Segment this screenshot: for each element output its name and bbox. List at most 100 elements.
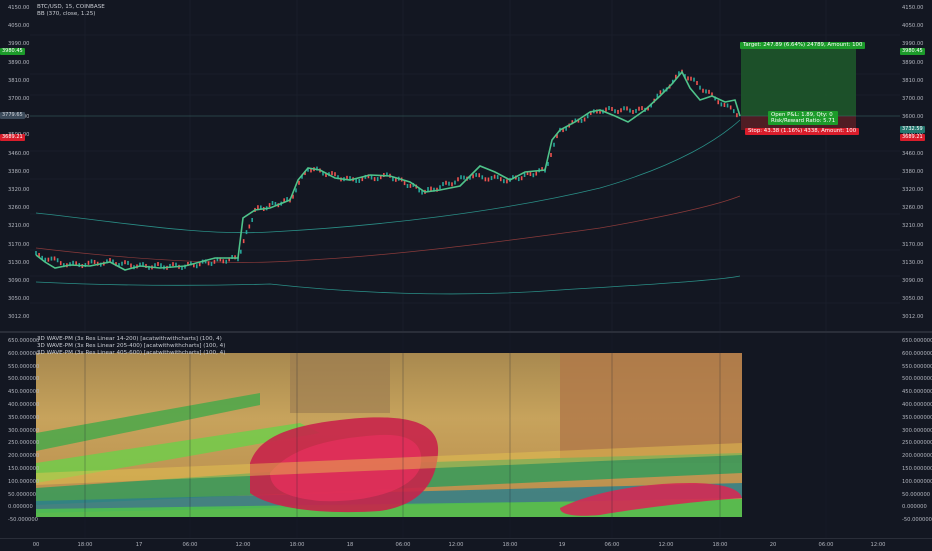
open-pnl-label[interactable]: Open P&L: 1.89, Qty: 0 Risk/Reward Ratio… xyxy=(768,111,839,125)
osc-axis-left-tick-label: 250.000000 xyxy=(8,440,40,447)
candle xyxy=(520,176,523,181)
time-tick-label: 12:00 xyxy=(448,542,464,548)
osc-axis-left-tick-label: 200.000000 xyxy=(8,453,40,460)
time-axis[interactable]: 00 18:00 17 06:00 12:00 18:00 18 06:00 12:00 18:0… xyxy=(0,538,932,551)
osc-axis-right-tick-label: 0.000000 xyxy=(902,504,927,511)
target-label[interactable]: Target: 247.89 (6.64%) 24789, Amount: 10… xyxy=(740,42,866,49)
osc-axis-left-tick-label: 50.000000 xyxy=(8,491,37,498)
osc-legend-2[interactable]: 3D WAVE-PM (3x Res Linear 205-400) [acat… xyxy=(37,343,226,349)
candle xyxy=(469,175,471,180)
pane-divider[interactable] xyxy=(0,331,932,334)
candle xyxy=(75,261,77,266)
price-chart-pane[interactable]: BTC/USD, 15, COINBASE BB (370, close, 1.… xyxy=(0,0,932,332)
candle xyxy=(93,259,96,264)
candle xyxy=(56,258,59,263)
candle xyxy=(553,142,555,147)
candle xyxy=(699,85,701,90)
candle xyxy=(240,249,242,254)
candle xyxy=(260,205,262,210)
candle xyxy=(586,114,589,119)
candle xyxy=(207,261,210,266)
candle xyxy=(617,109,619,114)
candle xyxy=(370,175,373,180)
osc-axis-right-tick-label: 250.000000 xyxy=(902,440,932,447)
wave-oscillator-pane[interactable]: 3D WAVE-PM (3x Res Linear 14-200) [acatw… xyxy=(0,333,932,538)
candle xyxy=(541,167,543,172)
price-axis-right-tick-label: 3170.00 xyxy=(902,241,924,248)
price-axis-left-tick-label: 3810.00 xyxy=(8,77,30,84)
time-tick-label: 18:00 xyxy=(712,542,728,548)
candle xyxy=(580,118,583,123)
target-price-tag-right: 3980.45 xyxy=(900,48,925,55)
candle xyxy=(219,257,222,262)
osc-axis-right-tick-label: -50.000000 xyxy=(902,517,932,524)
stop-label[interactable]: Stop: 43.38 (1.16%) 4338, Amount: 100 xyxy=(745,128,860,135)
candle xyxy=(213,259,216,264)
candle xyxy=(38,252,40,257)
osc-axis-right-tick-label: 100.000000 xyxy=(902,478,932,485)
candle xyxy=(671,79,674,84)
candle xyxy=(403,181,406,186)
candle xyxy=(148,265,150,270)
candle xyxy=(90,259,93,264)
candle xyxy=(608,106,610,111)
price-axis-right-tick-label: 4050.00 xyxy=(902,23,924,30)
candle xyxy=(195,264,198,269)
candle xyxy=(529,172,532,177)
candle xyxy=(139,262,141,267)
candle xyxy=(463,175,465,180)
target-zone xyxy=(741,46,856,116)
candle xyxy=(63,263,65,268)
price-path xyxy=(35,70,741,271)
candle xyxy=(283,198,285,203)
candle xyxy=(454,180,456,185)
price-axis-right-tick-label: 3260.00 xyxy=(902,205,924,212)
price-axis-right-tick-label: 3990.00 xyxy=(902,41,924,48)
candle xyxy=(702,88,704,93)
price-axis-left-tick-label: 3380.00 xyxy=(8,168,30,175)
candle xyxy=(503,179,505,184)
candle xyxy=(506,179,508,184)
price-axis-right-tick-label: 3810.00 xyxy=(902,77,924,84)
candle xyxy=(157,262,159,267)
osc-axis-left-tick-label: 600.000000 xyxy=(8,350,40,357)
candle xyxy=(571,120,574,125)
osc-axis-left-tick-label: 100.000000 xyxy=(8,478,40,485)
candle xyxy=(361,177,364,182)
price-chart-canvas[interactable] xyxy=(0,0,932,332)
candle xyxy=(358,178,361,183)
wave-heatmap-canvas[interactable] xyxy=(0,333,932,538)
candle xyxy=(190,261,192,266)
bb-basis xyxy=(35,195,741,263)
candle xyxy=(589,110,592,115)
candle xyxy=(532,173,535,178)
candle xyxy=(154,263,156,268)
candle xyxy=(367,174,370,179)
candle xyxy=(448,181,450,186)
osc-legend-1[interactable]: 3D WAVE-PM (3x Res Linear 14-200) [acatw… xyxy=(37,336,222,342)
osc-legend-3[interactable]: 3D WAVE-PM (3x Res Linear 405-600) [acat… xyxy=(37,350,226,356)
time-tick-label: 06:00 xyxy=(604,542,620,548)
price-axis-right-tick-label: 3600.00 xyxy=(902,114,924,121)
candle xyxy=(257,205,259,210)
candle xyxy=(99,262,102,267)
candle xyxy=(160,263,162,268)
bb-indicator-legend[interactable]: BB (370, close, 1.25) xyxy=(37,11,96,17)
candle xyxy=(379,175,382,180)
price-axis-left-tick-label: 3050.00 xyxy=(8,296,30,303)
candle xyxy=(337,175,339,180)
candle xyxy=(271,201,274,206)
candle xyxy=(115,262,117,267)
candle xyxy=(245,230,248,235)
candle xyxy=(346,175,348,180)
candle xyxy=(301,174,303,179)
price-axis-right-tick-label: 4150.00 xyxy=(902,5,924,11)
candle xyxy=(304,171,306,176)
candle xyxy=(175,262,177,267)
candle xyxy=(720,102,723,107)
candle xyxy=(222,259,225,264)
candle xyxy=(512,175,514,180)
candle xyxy=(373,177,376,182)
candle xyxy=(490,176,493,181)
candle xyxy=(620,108,622,113)
